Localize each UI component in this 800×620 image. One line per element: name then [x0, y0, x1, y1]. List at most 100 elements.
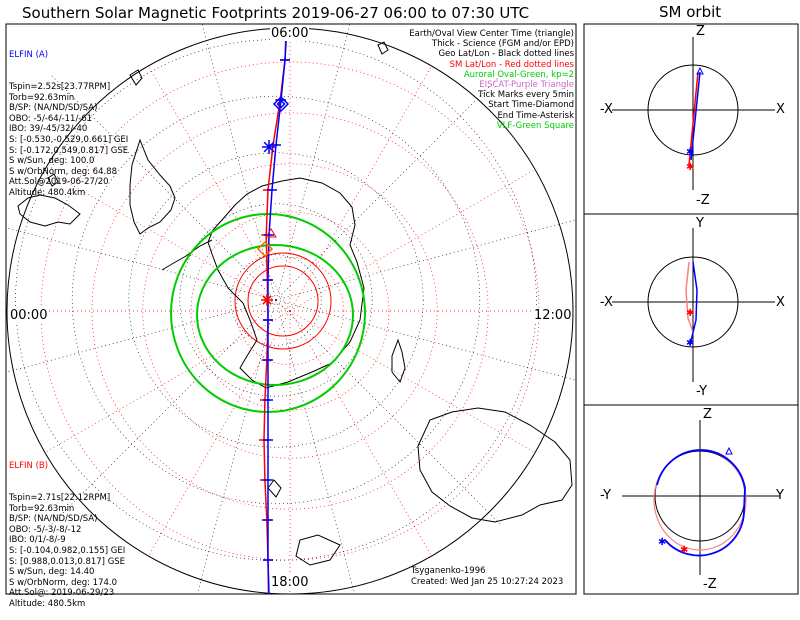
- elfin-b-info-line: S: [0.988,0.013,0.817] GSE: [9, 556, 126, 567]
- south-america-coast: [129, 138, 176, 235]
- southeast-asia-coast: [295, 534, 341, 566]
- sm-pole-circle: [247, 265, 319, 337]
- sm-orbit-frame: [583, 23, 799, 595]
- elfin-a-start-diamond: [272, 95, 290, 113]
- island-coast: [129, 69, 143, 86]
- sm-latitude-circle: [142, 163, 438, 459]
- svg-text:✱: ✱: [686, 162, 694, 173]
- elfin-a-info-line: Torb=92.63min: [9, 92, 75, 103]
- elfin-a-start-diamond-inner: [276, 99, 286, 109]
- legend-entry: Earth/Oval View Center Time (triangle): [409, 29, 574, 39]
- sm-panel-xz: ✱ ✱: [612, 37, 775, 190]
- sm3-label-left: -Y: [600, 488, 612, 503]
- island-coast: [377, 41, 389, 55]
- legend-entry: End Time-Asterisk: [497, 110, 574, 121]
- elfin-a-end-asterisk: [262, 140, 276, 154]
- elfin-a-info-line: Altitude: 480.4km: [9, 187, 86, 198]
- legend-entry: Thick - Science (FGM and/or EPD): [431, 39, 574, 50]
- legend-entry: EISCAT-Purple Triangle: [479, 80, 574, 91]
- elfin-a-info: ELFIN (A) Tspin=2.52s[23.77RPM] Torb=92.6…: [9, 29, 128, 209]
- geo-latitude-circle: [71, 95, 481, 505]
- elfin-b-info-line: S w/Sun, deg: 14.40: [9, 567, 95, 578]
- svg-text:✱: ✱: [686, 147, 694, 158]
- elfin-b-info-line: IBO: 0/1/-8/-9: [9, 535, 66, 546]
- clock-label-bottom: 18:00: [270, 575, 310, 590]
- svg-text:✱: ✱: [686, 338, 694, 349]
- elfin-b-info-line: Altitude: 480.5km: [9, 598, 86, 609]
- sm1-label-top: Z: [696, 24, 705, 39]
- sm1-label-bottom: -Z: [696, 193, 710, 208]
- sm-longitude-line: [289, 310, 536, 453]
- legend-entry: VLF-Green Square: [496, 120, 574, 131]
- sm-latitude-circle: [91, 112, 489, 510]
- elfin-b-info-line: OBO: -5/-3/-8/-12: [9, 524, 82, 535]
- africa-coast: [17, 194, 81, 227]
- chart-title: Southern Solar Magnetic Footprints 2019-…: [22, 4, 530, 22]
- legend-entry: Start Time-Diamond: [488, 100, 574, 111]
- geo-latitude-circle: [179, 203, 373, 397]
- geo-longitude-line: [275, 73, 503, 301]
- elfin-a-info-line: S w/OrbNorm, deg: 64.88: [9, 166, 118, 177]
- elfin-b-info-line: B/SP: (NA/ND/SD/SA): [9, 514, 98, 525]
- created-timestamp: Created: Wed Jan 25 10:27:24 2023: [411, 577, 564, 587]
- elfin-a-title: ELFIN (A): [9, 50, 49, 61]
- svg-text:✱: ✱: [686, 308, 694, 319]
- legend-entry: SM Lat/Lon - Red dotted lines: [449, 59, 574, 70]
- sm2-label-right: X: [776, 295, 785, 310]
- coastlines: [17, 41, 573, 566]
- sm-panel-yz: ✱ ✱: [622, 420, 780, 575]
- sm-longitude-line: [289, 310, 432, 557]
- elfin-a-info-line: S: [-0.172,0.549,0.817] GSE: [9, 145, 129, 156]
- track-markers: [256, 95, 290, 306]
- auroral-oval-inner: [196, 244, 354, 386]
- elfin-b-info: ELFIN (B) Tspin=2.71s[22.12RPM] Torb=92.6…: [9, 440, 125, 620]
- sm-pole-circle: [234, 252, 332, 350]
- geo-latitude-circle: [230, 254, 322, 346]
- elfin-b-end-asterisk: [261, 294, 273, 306]
- sm2-label-top: Y: [696, 216, 704, 231]
- sm-panel-xy: ✱ ✱: [612, 228, 775, 382]
- sm2-label-left: -X: [600, 295, 613, 310]
- island-coast: [267, 479, 282, 498]
- elfin-b-info-line: S: [-0.104,0.982,0.155] GEI: [9, 545, 126, 556]
- legend: Earth/Oval View Center Time (triangle) Th…: [409, 29, 574, 131]
- geo-latitude-circle: [15, 39, 537, 561]
- island-coast: [47, 173, 59, 187]
- sm3-label-top: Z: [703, 407, 712, 422]
- elfin-b-title: ELFIN (B): [9, 461, 49, 472]
- legend-entry: Tick Marks every 5min: [478, 90, 574, 101]
- elfin-b-lines: Tspin=2.71s[22.12RPM] Torb=92.63min B/SP: …: [9, 493, 125, 610]
- sm-orbit-panels: ✱ ✱ ✱ ✱ ✱ ✱: [583, 23, 799, 595]
- antarctica-coast: [207, 177, 365, 389]
- legend-entry: Auroral Oval-Green, kp=2: [463, 69, 574, 80]
- geo-longitude-line: [275, 299, 503, 527]
- elfin-a-info-line: S w/Sun, deg: 100.0: [9, 156, 95, 167]
- sm2-label-bottom: -Y: [696, 384, 708, 399]
- elfin-b-info-line: Att.Sol@: 2019-06-29/23: [9, 588, 115, 599]
- new-zealand-coast: [391, 338, 406, 384]
- elfin-b-start-diamond: [256, 240, 274, 258]
- model-credit: Tsyganenko-1996: [411, 566, 486, 576]
- legend-entry: Geo Lat/Lon - Black dotted lines: [438, 49, 574, 60]
- elfin-b-info-line: Tspin=2.71s[22.12RPM]: [9, 492, 111, 503]
- sm1-label-left: -X: [600, 102, 613, 117]
- elfin-b-track: [259, 25, 290, 594]
- svg-text:✱: ✱: [680, 545, 688, 556]
- elfin-a-info-line: IBO: 39/-45/32/-40: [9, 124, 88, 135]
- sm-longitude-line: [289, 169, 536, 312]
- elfin-a-info-line: Att.Sol@2019-06-27/20: [9, 177, 109, 188]
- geo-latitude-circle: [128, 152, 424, 448]
- geo-grid: [6, 24, 576, 594]
- elfin-b-info-line: S w/OrbNorm, deg: 174.0: [9, 577, 118, 588]
- sm3-label-right: Y: [776, 488, 784, 503]
- elfin-a-info-line: OBO: -5/-64/-11/-61: [9, 113, 93, 124]
- sm-latitude-circle: [190, 211, 390, 411]
- svg-text:✱: ✱: [658, 537, 666, 548]
- clock-label-right: 12:00: [533, 308, 573, 323]
- geo-longitude-line: [49, 299, 277, 527]
- sm1-label-right: X: [776, 102, 785, 117]
- australia-coast: [417, 407, 573, 523]
- sm-orbit-title: SM orbit: [659, 3, 722, 21]
- elfin-a-info-line: Tspin=2.52s[23.77RPM]: [9, 81, 111, 92]
- clock-label-left: 00:00: [9, 308, 49, 323]
